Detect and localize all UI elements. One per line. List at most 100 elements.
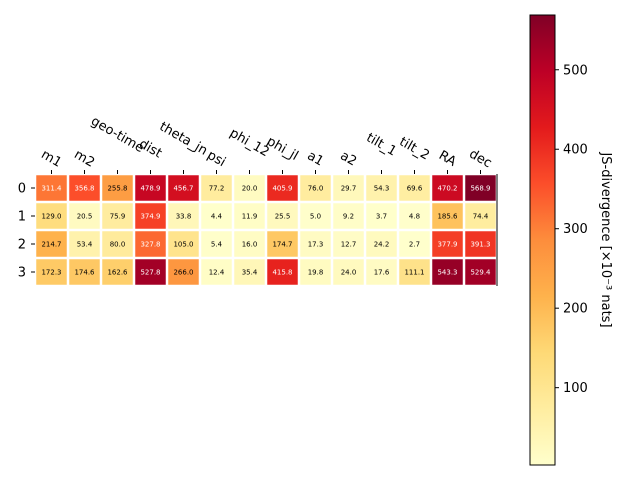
cell-value-label: 266.0 — [173, 269, 193, 277]
cell-value-label: 24.2 — [374, 241, 390, 249]
heatmap-cell — [102, 203, 133, 229]
colorbar-gradient — [529, 14, 556, 466]
cell-value-label: 12.4 — [209, 269, 225, 277]
cell-value-label: 377.9 — [437, 241, 457, 249]
heatmap-cell — [366, 175, 397, 201]
heatmap-cell — [36, 175, 67, 201]
cell-value-label: 568.9 — [470, 185, 490, 193]
colorbar-label: JS-divergence [×10⁻³ nats] — [598, 151, 613, 327]
column-label: phi_12 — [227, 126, 272, 161]
heatmap-cell — [333, 203, 364, 229]
column-label: m1 — [38, 147, 64, 170]
heatmap-cell — [267, 259, 298, 285]
heatmap-cell — [69, 231, 100, 257]
heatmap-cell — [135, 259, 166, 285]
cell-value-label: 374.9 — [140, 213, 160, 221]
column-label: psi — [204, 148, 228, 170]
heatmap-cell — [201, 203, 232, 229]
column-label: dist — [136, 137, 164, 162]
cell-value-label: 80.0 — [110, 241, 126, 249]
cell-value-label: 33.8 — [176, 213, 192, 221]
row-label: 2 — [18, 238, 26, 253]
column-label: a1 — [304, 148, 326, 169]
heatmap-cell — [201, 231, 232, 257]
heatmap-cell — [366, 203, 397, 229]
heatmap-cell — [399, 175, 430, 201]
heatmap-cell — [69, 203, 100, 229]
heatmap-cell — [432, 203, 463, 229]
heatmap-cell — [432, 259, 463, 285]
column-label: dec — [466, 147, 494, 172]
heatmap-cell — [201, 175, 232, 201]
cell-value-label: 4.8 — [409, 213, 420, 221]
cell-value-label: 172.3 — [41, 269, 61, 277]
column-label: RA — [436, 148, 459, 170]
column-label: phi_jl — [264, 134, 301, 164]
cell-value-label: 5.4 — [211, 241, 223, 249]
heatmap-cell — [366, 231, 397, 257]
cell-value-label: 470.2 — [437, 185, 457, 193]
heatmap-cell — [234, 231, 265, 257]
heatmap-cell — [69, 175, 100, 201]
heatmap-cell — [36, 259, 67, 285]
cell-value-label: 4.4 — [211, 213, 223, 221]
heatmap-cell — [300, 203, 331, 229]
colorbar-tick-label: 100 — [563, 381, 588, 396]
heatmap-cell — [465, 175, 496, 201]
heatmap-cell — [399, 231, 430, 257]
cell-value-label: 162.6 — [107, 269, 128, 277]
heatmap-cell — [432, 175, 463, 201]
cell-value-label: 53.4 — [77, 241, 93, 249]
row-label: 3 — [18, 266, 26, 281]
cell-value-label: 17.6 — [374, 269, 390, 277]
cell-value-label: 16.0 — [242, 241, 258, 249]
cell-value-label: 74.4 — [473, 213, 489, 221]
heatmap-cell — [168, 203, 199, 229]
cell-value-label: 174.6 — [74, 269, 95, 277]
cell-value-label: 12.7 — [341, 241, 357, 249]
cell-value-label: 20.0 — [242, 185, 258, 193]
cell-value-label: 17.3 — [308, 241, 324, 249]
heatmap-cell — [300, 259, 331, 285]
cell-value-label: 415.8 — [272, 269, 292, 277]
cell-value-label: 25.5 — [275, 213, 291, 221]
heatmap-cell — [234, 175, 265, 201]
cell-value-label: 391.3 — [470, 241, 490, 249]
heatmap-cell — [267, 175, 298, 201]
cell-value-label: 111.1 — [404, 269, 424, 277]
cell-value-label: 478.9 — [140, 185, 160, 193]
colorbar-tick-label: 400 — [563, 143, 588, 158]
heatmap-cell — [135, 175, 166, 201]
heatmap-cell — [399, 259, 430, 285]
heatmap-cell — [432, 231, 463, 257]
row-label: 0 — [18, 182, 26, 197]
cell-value-label: 311.4 — [41, 185, 62, 193]
heatmap-cell — [135, 203, 166, 229]
heatmap-cell — [135, 231, 166, 257]
heatmap-cell — [234, 203, 265, 229]
heatmap-cell — [267, 231, 298, 257]
heatmap-cell — [333, 175, 364, 201]
heatmap-cell — [168, 259, 199, 285]
cell-value-label: 77.2 — [209, 185, 225, 193]
cell-value-label: 5.0 — [310, 213, 321, 221]
cell-value-label: 456.7 — [173, 185, 193, 193]
heatmap-cell — [465, 231, 496, 257]
cell-value-label: 76.0 — [308, 185, 324, 193]
cell-value-label: 174.7 — [272, 241, 292, 249]
cell-value-label: 54.3 — [374, 185, 390, 193]
cell-value-label: 11.9 — [242, 213, 258, 221]
heatmap-cell — [102, 175, 133, 201]
row-label: 1 — [18, 210, 26, 225]
column-label: theta_jn — [157, 119, 210, 158]
cell-value-label: 527.8 — [140, 269, 160, 277]
cell-value-label: 129.0 — [41, 213, 61, 221]
heatmap-cell — [69, 259, 100, 285]
cell-value-label: 9.2 — [343, 213, 354, 221]
heatmap-cell — [465, 203, 496, 229]
heatmap-cell — [36, 231, 67, 257]
colorbar-tick-label: 200 — [563, 302, 588, 317]
cell-value-label: 69.6 — [407, 185, 423, 193]
